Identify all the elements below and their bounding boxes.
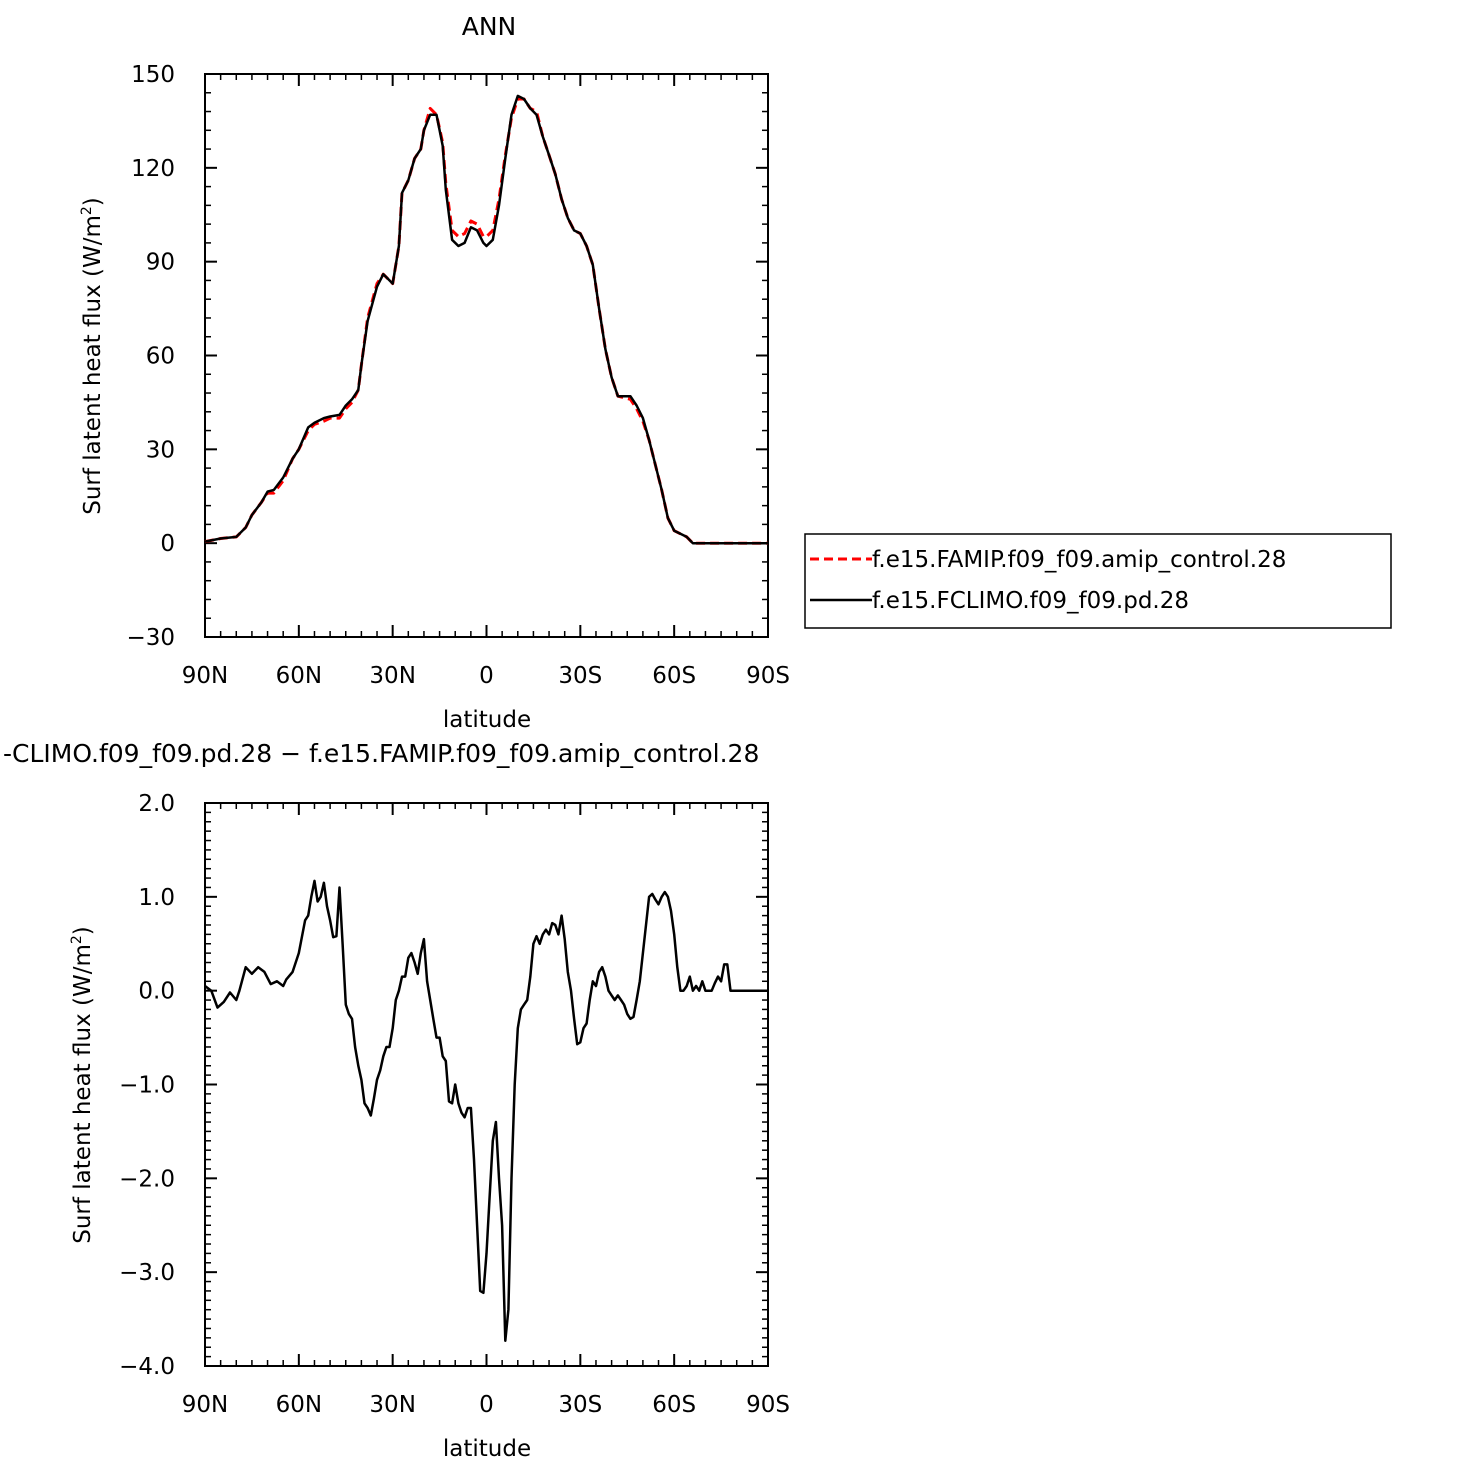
top-series-line-0	[204, 97, 768, 545]
top-y-tick-label: 60	[146, 344, 175, 370]
top-y-tick-label: 120	[131, 156, 175, 182]
legend-label-fclimo: f.e15.FCLIMO.f09_f09.pd.28	[872, 588, 1189, 614]
bottom-chart-panel: -CLIMO.f09_f09.pd.28 − f.e15.FAMIP.f09_f…	[3, 739, 790, 1462]
top-x-tick-label: 60S	[652, 663, 696, 689]
top-y-axis-label-close: )	[80, 197, 106, 206]
top-x-tick-label: 30N	[369, 663, 415, 689]
bottom-x-tick-label: 60S	[652, 1392, 696, 1418]
top-series-group	[204, 94, 768, 545]
bottom-series-group	[204, 879, 768, 1342]
top-chart-panel: ANN 90N 60N 30N 0 30S 60S 90S−300306090120150 …	[79, 12, 790, 733]
top-chart-title: ANN	[462, 12, 517, 41]
bottom-axis-ticks: 90N 60N 30N 0 30S 60S 90S −4.0 −3.0 −2.0 −1.0 0.0 1.…	[119, 791, 790, 1418]
top-x-tick-label: 60N	[276, 663, 322, 689]
bottom-y-tick-label: 2.0	[138, 791, 175, 817]
top-x-tick-label: 90N	[182, 663, 228, 689]
bottom-y-tick-label: −2.0	[119, 1166, 175, 1192]
bottom-x-axis-label: latitude	[443, 1436, 531, 1462]
bottom-y-tick-label: 0.0	[138, 979, 175, 1005]
top-y-tick-label: 150	[131, 62, 175, 88]
bottom-x-tick-label: 30S	[558, 1392, 602, 1418]
legend-label-famip: f.e15.FAMIP.f09_f09.amip_control.28	[872, 547, 1286, 573]
top-y-axis-label-superscript: 2	[79, 206, 95, 215]
bottom-x-tick-label: 90S	[746, 1392, 790, 1418]
bottom-y-tick-label: 1.0	[138, 885, 175, 911]
bottom-y-tick-label: −4.0	[119, 1354, 175, 1380]
top-x-tick-label: 90S	[746, 663, 790, 689]
top-y-axis-label: Surf latent heat flux (W/m2)	[79, 197, 106, 515]
top-x-tick-label: 0	[479, 663, 494, 689]
bottom-y-tick-label: −1.0	[119, 1073, 175, 1099]
top-y-axis-label-main: Surf latent heat flux (W/m	[80, 215, 106, 515]
bottom-x-tick-label: 60N	[276, 1392, 322, 1418]
bottom-y-axis-label-superscript: 2	[69, 935, 85, 944]
bottom-y-axis-label-main: Surf latent heat flux (W/m	[70, 944, 96, 1244]
top-y-tick-label: 0	[160, 531, 175, 557]
bottom-plot-frame	[204, 802, 769, 1367]
top-plot-frame	[204, 73, 769, 638]
legend: f.e15.FAMIP.f09_f09.amip_control.28 f.e1…	[804, 533, 1392, 629]
top-y-tick-label: −30	[126, 625, 175, 651]
top-x-axis-label: latitude	[443, 707, 531, 733]
bottom-y-tick-label: −3.0	[119, 1260, 175, 1286]
top-y-tick-label: 30	[146, 437, 175, 463]
top-axis-ticks: 90N 60N 30N 0 30S 60S 90S −30 0 30 60 90 120 150	[126, 62, 789, 689]
top-x-tick-label: 30S	[558, 663, 602, 689]
bottom-chart-title: -CLIMO.f09_f09.pd.28 − f.e15.FAMIP.f09_f…	[3, 739, 759, 768]
bottom-x-tick-label: 90N	[182, 1392, 228, 1418]
bottom-y-axis-label: Surf latent heat flux (W/m2)	[69, 926, 96, 1244]
top-series-line-1	[204, 94, 768, 545]
legend-box	[804, 533, 1392, 629]
bottom-x-tick-label: 0	[479, 1392, 494, 1418]
bottom-x-tick-label: 30N	[369, 1392, 415, 1418]
top-y-tick-label: 90	[146, 250, 175, 276]
bottom-y-axis-label-close: )	[70, 926, 96, 935]
bottom-series-line-0	[204, 879, 768, 1342]
